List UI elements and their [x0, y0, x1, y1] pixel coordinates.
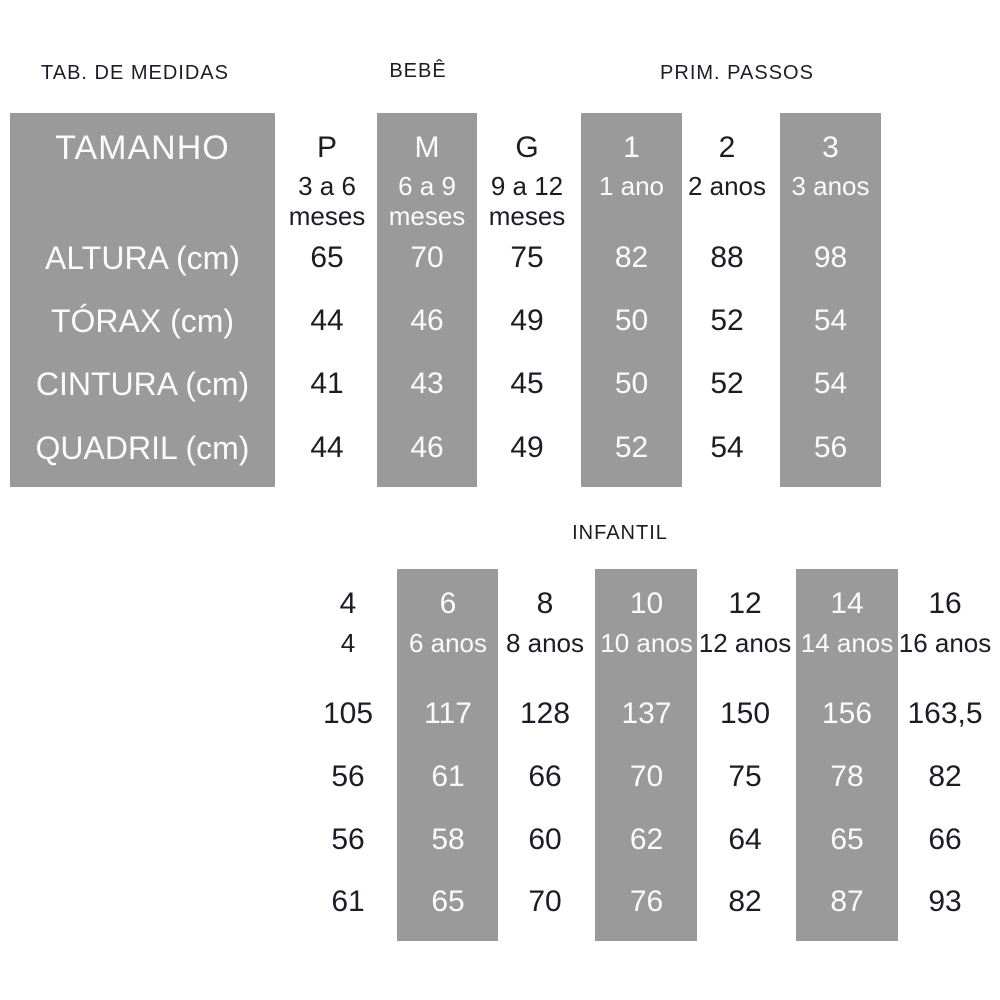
value-cell-altura: 163,5 [907, 697, 983, 730]
value-cell-cintura: 65 [830, 823, 864, 856]
age-cell: 12 anos [698, 627, 792, 658]
value-cell-cintura: 58 [431, 823, 465, 856]
section-title-infantil: INFANTIL [572, 521, 668, 544]
size-cell: 3 [822, 131, 839, 164]
value-cell-quadril: 76 [629, 885, 664, 918]
value-cell-cintura: 52 [710, 367, 744, 400]
value-cell-cintura: 41 [310, 367, 344, 400]
value-cell-cintura: 43 [410, 367, 444, 400]
row-label-quadril: QUADRIL (cm) [35, 429, 250, 466]
age-cell: 3 anos [791, 170, 870, 201]
value-cell-torax: 46 [410, 304, 444, 337]
age-cell: 8 anos [505, 627, 585, 658]
value-cell-altura: 137 [621, 697, 672, 730]
value-cell-quadril: 61 [331, 885, 365, 918]
value-cell-torax: 56 [331, 760, 365, 793]
size-cell: P [316, 131, 337, 164]
row-label-altura: ALTURA (cm) [45, 239, 240, 276]
value-cell-cintura: 50 [614, 367, 649, 400]
shaded-column-1-background [581, 113, 682, 487]
row-label-cintura: CINTURA (cm) [35, 365, 250, 402]
value-cell-torax: 49 [510, 304, 544, 337]
value-cell-torax: 82 [928, 760, 962, 793]
value-cell-quadril: 82 [728, 885, 762, 918]
value-cell-cintura: 62 [629, 823, 664, 856]
age-cell: 10 anos [600, 627, 693, 658]
age-cell: 1 ano [598, 170, 665, 201]
value-cell-altura: 150 [719, 697, 771, 730]
value-cell-quadril: 65 [431, 885, 465, 918]
size-cell: 14 [830, 587, 864, 620]
value-cell-cintura: 60 [528, 823, 562, 856]
value-cell-altura: 98 [813, 241, 848, 274]
value-cell-quadril: 49 [510, 431, 544, 464]
shaded-column-6-background [397, 569, 498, 941]
value-cell-cintura: 66 [928, 823, 962, 856]
age-cell: meses [388, 200, 466, 231]
age-cell: 6 anos [408, 627, 488, 658]
value-cell-quadril: 54 [710, 431, 744, 464]
size-cell: 10 [629, 587, 664, 620]
value-cell-altura: 70 [410, 241, 444, 274]
size-cell: 16 [928, 587, 962, 620]
shaded-column-3-background [780, 113, 881, 487]
value-cell-quadril: 70 [528, 885, 562, 918]
value-cell-torax: 54 [813, 304, 848, 337]
value-cell-torax: 70 [629, 760, 664, 793]
value-cell-cintura: 56 [331, 823, 365, 856]
value-cell-quadril: 56 [813, 431, 848, 464]
age-cell: 3 a 6 [298, 170, 356, 201]
section-title-prim-passos: PRIM. PASSOS [660, 61, 814, 84]
value-cell-torax: 78 [830, 760, 864, 793]
value-cell-torax: 75 [728, 760, 762, 793]
shaded-column-10-background [595, 569, 697, 941]
value-cell-altura: 75 [510, 241, 544, 274]
age-cell: meses [488, 200, 566, 231]
value-cell-torax: 50 [614, 304, 649, 337]
age-cell: 4 [340, 627, 356, 658]
age-cell: 14 anos [800, 627, 894, 658]
size-cell: 8 [536, 587, 554, 620]
value-cell-torax: 61 [431, 760, 465, 793]
value-cell-quadril: 46 [410, 431, 444, 464]
section-title-bebe: BEBÊ [389, 59, 447, 82]
shaded-column-m-background [377, 113, 477, 487]
value-cell-quadril: 52 [614, 431, 649, 464]
value-cell-altura: 105 [322, 697, 374, 730]
value-cell-altura: 156 [821, 697, 873, 730]
value-cell-altura: 117 [424, 697, 472, 730]
value-cell-altura: 82 [614, 241, 649, 274]
value-cell-torax: 66 [528, 760, 562, 793]
size-cell: 2 [718, 131, 736, 164]
shaded-column-14-background [796, 569, 898, 941]
value-cell-cintura: 64 [728, 823, 762, 856]
row-label-torax: TÓRAX (cm) [50, 302, 235, 339]
value-cell-cintura: 45 [510, 367, 544, 400]
size-cell: G [515, 131, 539, 164]
age-cell: 2 anos [687, 170, 767, 201]
value-cell-altura: 65 [310, 241, 344, 274]
row-label-tamanho: TAMANHO [55, 128, 230, 167]
age-cell: 16 anos [898, 627, 992, 658]
value-cell-torax: 44 [310, 304, 344, 337]
size-cell: 1 [623, 131, 640, 164]
age-cell: meses [288, 200, 366, 231]
age-cell: 6 a 9 [398, 170, 456, 201]
value-cell-cintura: 54 [813, 367, 848, 400]
age-cell: 9 a 12 [490, 170, 564, 201]
size-cell: 6 [439, 587, 457, 620]
size-cell: 4 [339, 587, 357, 620]
size-cell: M [414, 131, 440, 164]
value-cell-quadril: 87 [830, 885, 864, 918]
value-cell-quadril: 44 [310, 431, 344, 464]
value-cell-torax: 52 [710, 304, 744, 337]
section-title-tab-de-medidas: TAB. DE MEDIDAS [41, 61, 229, 84]
value-cell-altura: 128 [519, 697, 571, 730]
size-cell: 12 [728, 587, 762, 620]
value-cell-quadril: 93 [928, 885, 962, 918]
row-label-panel [10, 113, 275, 487]
value-cell-altura: 88 [710, 241, 744, 274]
